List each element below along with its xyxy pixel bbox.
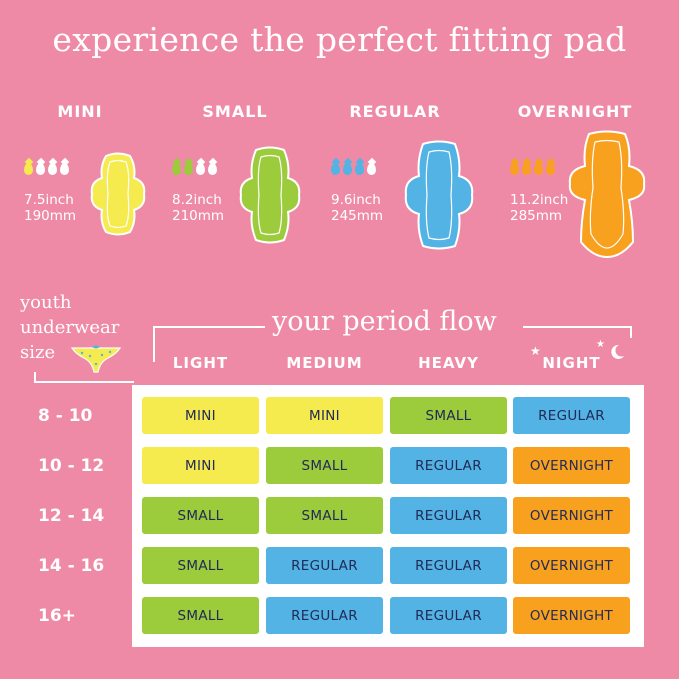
pad-mm-regular: 245mm	[331, 208, 384, 224]
grid-cell-overnight: OVERNIGHT	[513, 597, 630, 634]
row-head-size: 8 - 10	[38, 406, 93, 426]
side-connector-horizontal	[34, 381, 134, 383]
drop-filled-icon	[343, 163, 352, 175]
pad-mm-mini: 190mm	[24, 208, 77, 224]
drop-filled-icon	[355, 163, 364, 175]
flow-title: your period flow	[272, 306, 497, 337]
drop-empty-icon	[367, 163, 376, 175]
grid-cell-mini: MINI	[142, 397, 259, 434]
grid-cell-regular: REGULAR	[266, 597, 383, 634]
drop-empty-icon	[36, 163, 45, 175]
grid-cell-regular: REGULAR	[266, 547, 383, 584]
row-head-size: 10 - 12	[38, 456, 105, 476]
grid-cell-small: SMALL	[142, 597, 259, 634]
pad-illustration-small	[238, 146, 302, 244]
drop-rating-overnight	[510, 163, 555, 177]
pad-name-mini: MINI	[57, 102, 103, 121]
side-label-line3: size	[20, 342, 56, 363]
drop-empty-icon	[48, 163, 57, 175]
pad-measure-mini: 7.5inch 190mm	[24, 192, 76, 224]
drop-rating-small	[172, 163, 217, 177]
drop-filled-icon	[24, 163, 33, 175]
flow-title-line-left-down	[153, 326, 155, 362]
pad-name-overnight: OVERNIGHT	[517, 102, 633, 121]
drop-rating-regular	[331, 163, 376, 177]
pad-name-regular: REGULAR	[349, 102, 441, 121]
side-label-line1: youth	[20, 292, 72, 313]
pad-name-small: SMALL	[202, 102, 268, 121]
row-head-size: 14 - 16	[38, 556, 105, 576]
grid-cell-regular: REGULAR	[390, 597, 507, 634]
drop-filled-icon	[184, 163, 193, 175]
drop-filled-icon	[331, 163, 340, 175]
grid-cell-regular: REGULAR	[390, 447, 507, 484]
drop-filled-icon	[172, 163, 181, 175]
pad-inch-mini: 7.5inch	[24, 192, 74, 208]
grid-cell-small: SMALL	[142, 547, 259, 584]
grid-cell-small: SMALL	[266, 497, 383, 534]
side-label-line2: underwear	[20, 317, 120, 338]
grid-cell-small: SMALL	[266, 447, 383, 484]
grid-cell-overnight: OVERNIGHT	[513, 497, 630, 534]
grid-cell-mini: MINI	[142, 447, 259, 484]
recommendation-grid: MINI MINI SMALL REGULAR MINI SMALL REGULAR OVER…	[132, 385, 644, 647]
grid-cell-small: SMALL	[390, 397, 507, 434]
moon-icon	[608, 343, 626, 365]
col-head-medium: MEDIUM	[286, 354, 363, 372]
grid-cell-overnight: OVERNIGHT	[513, 447, 630, 484]
star-icon: ★	[530, 344, 541, 358]
drop-rating-mini	[24, 163, 69, 177]
grid-cell-small: SMALL	[142, 497, 259, 534]
drop-empty-icon	[208, 163, 217, 175]
grid-cell-regular: REGULAR	[390, 547, 507, 584]
drop-filled-icon	[510, 163, 519, 175]
star-icon-small: ★	[596, 339, 605, 350]
col-head-light: LIGHT	[172, 354, 229, 372]
flow-title-line-left	[153, 326, 265, 328]
pad-inch-overnight: 11.2inch	[510, 192, 569, 208]
pad-mm-small: 210mm	[172, 208, 225, 224]
grid-cell-mini: MINI	[266, 397, 383, 434]
pad-measure-small: 8.2inch 210mm	[172, 192, 224, 224]
flow-title-line-right	[523, 326, 631, 328]
side-connector-line	[34, 372, 36, 382]
row-head-size: 16+	[38, 606, 76, 626]
underwear-icon	[70, 344, 122, 378]
drop-filled-icon	[534, 163, 543, 175]
grid-cell-overnight: OVERNIGHT	[513, 547, 630, 584]
drop-empty-icon	[60, 163, 69, 175]
pad-measure-regular: 9.6inch 245mm	[331, 192, 383, 224]
pad-measure-overnight: 11.2inch 285mm	[510, 192, 568, 224]
pad-inch-small: 8.2inch	[172, 192, 222, 208]
pad-illustration-mini	[90, 152, 146, 236]
drop-filled-icon	[546, 163, 555, 175]
grid-cell-regular: REGULAR	[513, 397, 630, 434]
row-head-size: 12 - 14	[38, 506, 105, 526]
pad-mm-overnight: 285mm	[510, 208, 563, 224]
youth-underwear-size-label: youth underwear size	[20, 290, 119, 365]
flow-title-line-right-down	[630, 326, 632, 338]
drop-filled-icon	[522, 163, 531, 175]
pad-illustration-overnight	[567, 130, 647, 258]
page-title: experience the perfect fitting pad	[52, 20, 627, 59]
col-head-heavy: HEAVY	[418, 354, 479, 372]
drop-empty-icon	[196, 163, 205, 175]
grid-cell-regular: REGULAR	[390, 497, 507, 534]
col-head-night: NIGHT	[542, 354, 601, 372]
pad-inch-regular: 9.6inch	[331, 192, 381, 208]
pad-illustration-regular	[403, 140, 475, 250]
